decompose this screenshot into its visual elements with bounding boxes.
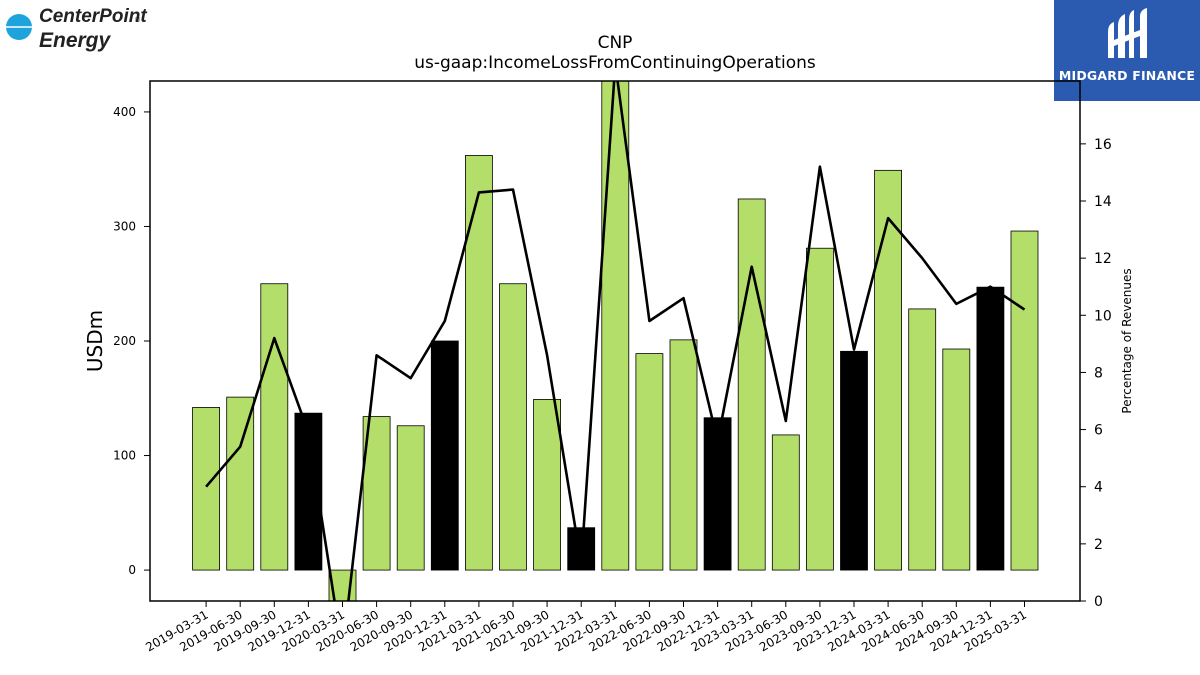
- left-y-axis: 0 100 200 300 400: [113, 105, 150, 577]
- centerpoint-logo-mark: ®: [135, 16, 141, 24]
- x-axis: 2019-03-312019-06-302019-09-302019-12-31…: [143, 601, 1029, 654]
- y-tick-label-200: 200: [113, 334, 136, 348]
- bar-2020-12-31: [430, 340, 459, 571]
- y-right-tick-label-4: 4: [1094, 480, 1103, 496]
- percentage-of-revenues-line: [205, 81, 1026, 601]
- y-right-tick-label-14: 14: [1094, 194, 1112, 210]
- bar-2024-12-31: [976, 286, 1005, 571]
- bar-2022-06-30: [635, 353, 664, 571]
- y-tick-label-100: 100: [113, 449, 136, 463]
- bar-2023-06-30: [771, 434, 800, 571]
- bar-series: [192, 81, 1039, 601]
- y-right-tick-label-0: 0: [1094, 594, 1103, 610]
- midgard-logo-text: MIDGARD FINANCE: [1058, 68, 1196, 83]
- y-right-tick-label-16: 16: [1094, 137, 1112, 153]
- y-tick-label-300: 300: [113, 219, 136, 233]
- chart-subtitle: us-gaap:IncomeLossFromContinuingOperatio…: [414, 53, 816, 73]
- bar-2025-03-31: [1010, 230, 1039, 571]
- bar-2022-03-31: [601, 81, 630, 571]
- y-tick-label-400: 400: [113, 105, 136, 119]
- bar-2019-09-30: [260, 283, 289, 571]
- centerpoint-logo-line1: CenterPoint: [39, 6, 147, 27]
- bar-2019-03-31: [192, 407, 221, 571]
- bar-2022-09-30: [669, 339, 698, 571]
- centerpoint-logo-line2: Energy: [39, 29, 112, 52]
- bar-2019-06-30: [226, 396, 255, 571]
- bar-2021-09-30: [533, 399, 561, 571]
- bar-2024-09-30: [942, 348, 971, 571]
- bar-2020-09-30: [396, 425, 425, 571]
- chart-title: CNP: [598, 33, 633, 53]
- y-right-tick-label-6: 6: [1094, 423, 1103, 439]
- y-right-tick-label-2: 2: [1094, 537, 1103, 553]
- bar-2023-12-31: [840, 350, 868, 571]
- midgard-logo: MIDGARD FINANCE: [1054, 0, 1200, 101]
- y-axis-right-label: Percentage of Revenues: [1120, 268, 1134, 413]
- bar-2021-03-31: [464, 155, 493, 571]
- bar-2024-06-30: [908, 308, 937, 571]
- y-right-tick-label-8: 8: [1094, 365, 1103, 381]
- y-tick-label-0: 0: [128, 563, 136, 577]
- bar-2023-03-31: [737, 198, 766, 571]
- y-right-tick-label-12: 12: [1094, 251, 1112, 267]
- centerpoint-logo: CenterPoint ® Energy: [4, 4, 154, 56]
- y-right-tick-label-10: 10: [1094, 308, 1112, 324]
- bar-2024-03-31: [874, 169, 902, 571]
- midgard-emblem-icon: [1108, 8, 1147, 58]
- bar-2023-09-30: [806, 247, 834, 571]
- bar-2021-06-30: [499, 283, 527, 571]
- bar-2022-12-31: [703, 417, 732, 571]
- right-y-axis: 0 2 4 6 8 10 12 14 16: [1080, 137, 1112, 610]
- y-axis-label: USDm: [83, 310, 107, 372]
- plot-area: [192, 81, 1039, 601]
